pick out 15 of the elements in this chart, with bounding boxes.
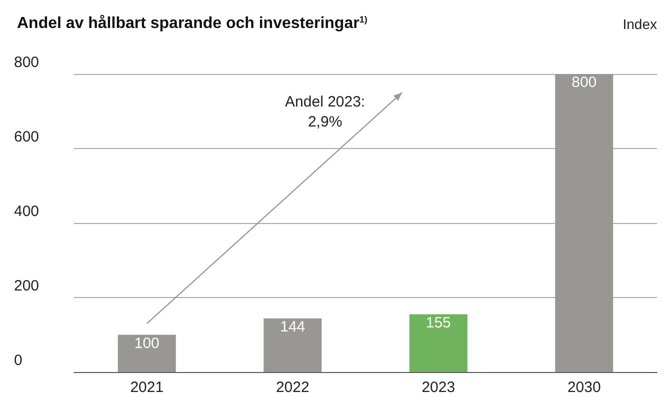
data-label: 155 [426, 314, 451, 332]
x-tick-label: 2030 [567, 379, 601, 396]
y-axis-title: Index [622, 16, 657, 32]
y-tick-label: 400 [14, 203, 40, 220]
data-label: 100 [134, 334, 160, 352]
y-tick-label: 200 [14, 278, 40, 294]
annotation: Andel 2023: 2,9% [285, 94, 366, 130]
data-label: 144 [280, 318, 306, 336]
x-tick-label: 2021 [130, 379, 164, 396]
x-tick-label: 2022 [276, 379, 310, 396]
y-tick-label: 600 [14, 128, 40, 146]
data-label: 800 [572, 74, 597, 91]
y-tick-label: 0 [14, 352, 22, 369]
y-tick-label: 800 [14, 54, 40, 71]
x-tick-label: 2023 [422, 379, 456, 396]
